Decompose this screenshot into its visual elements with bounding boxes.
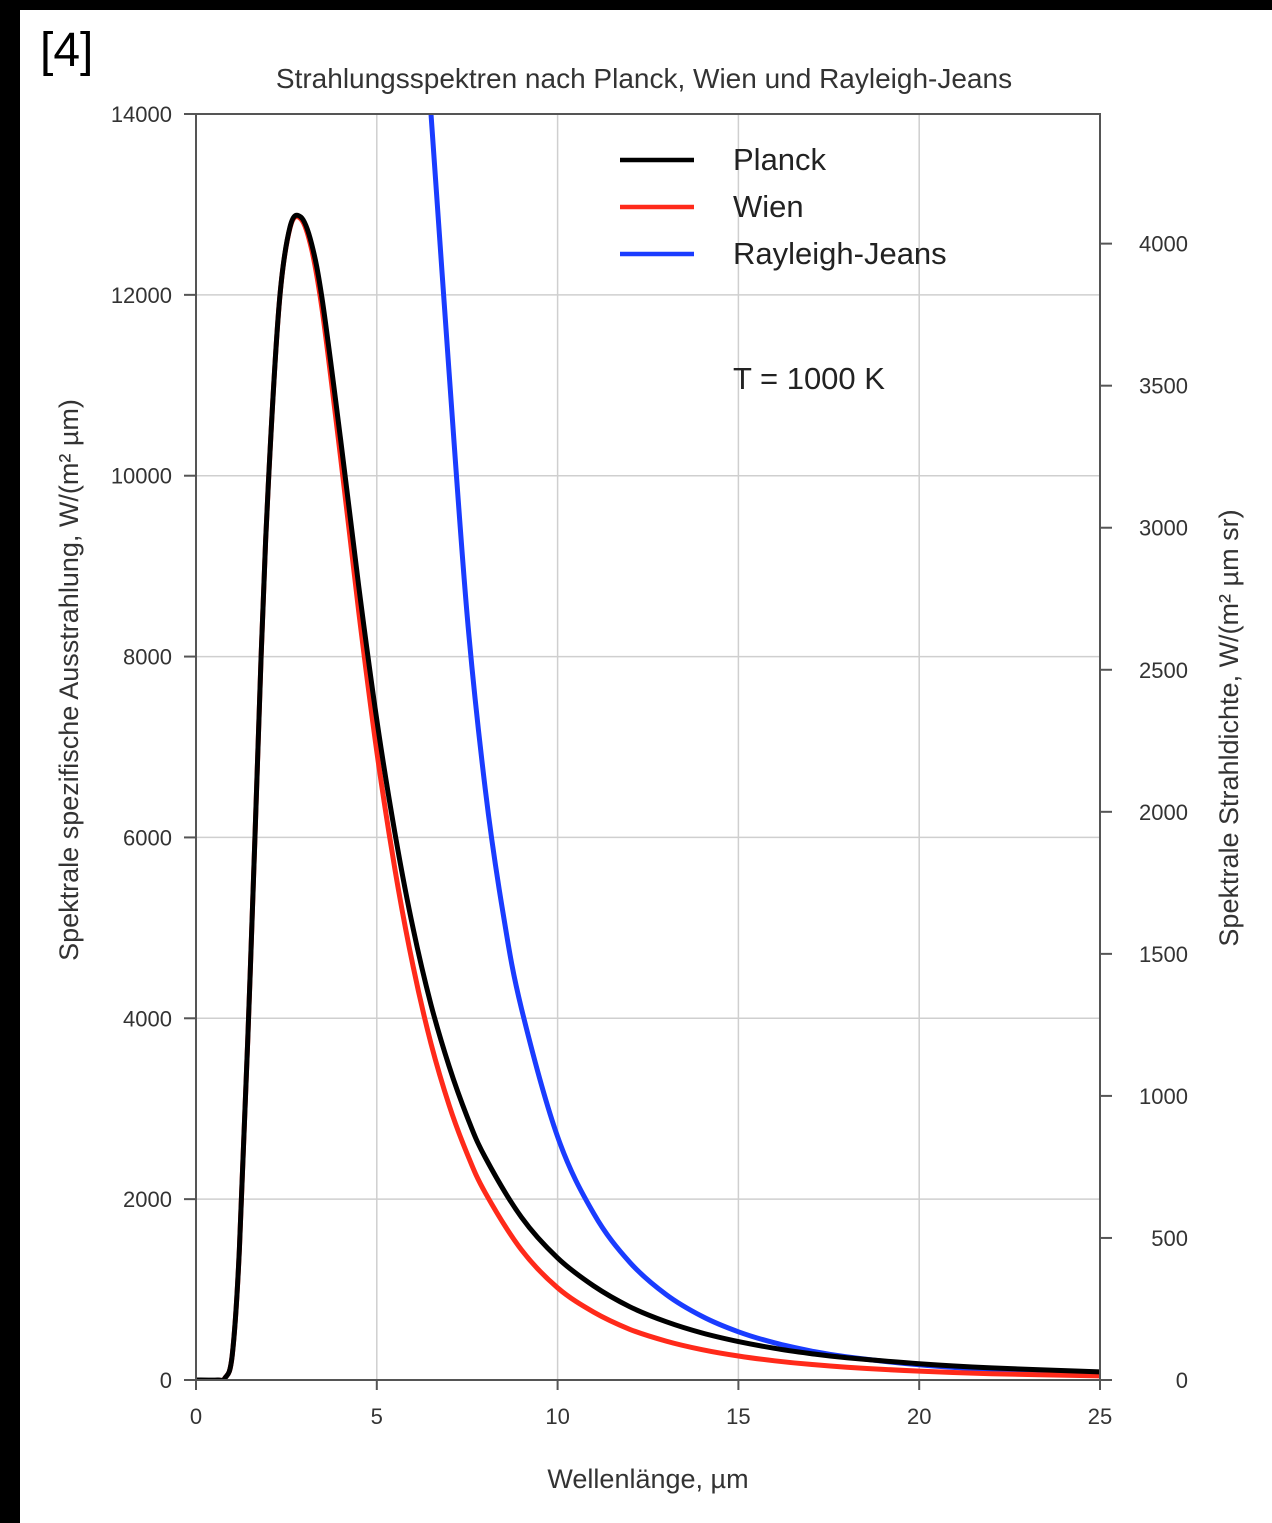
y-axis-right-label: Spektrale Strahldichte, W/(m² µm sr) — [1214, 509, 1244, 946]
series-line-rayleigh-jeans — [428, 114, 1100, 1377]
ticks: 0 5 10 15 20 25020004000600080001000012000140… — [111, 102, 1188, 1429]
x-tick-label: 15 — [726, 1404, 750, 1429]
x-tick-label: 25 — [1088, 1404, 1112, 1429]
y-tick-label: 10000 — [111, 464, 172, 489]
series-line-wien — [215, 214, 1100, 1380]
y-right-tick-label: 1500 — [1139, 942, 1188, 967]
figure-reference: [4] — [40, 24, 94, 77]
data-series — [196, 114, 1100, 1380]
x-axis-label: Wellenlänge, µm — [547, 1464, 748, 1494]
series-line-planck — [196, 212, 1100, 1380]
y-right-tick-label: 500 — [1151, 1226, 1188, 1251]
x-tick-label: 0 — [190, 1404, 202, 1429]
y-right-tick-label: 4000 — [1139, 232, 1188, 257]
x-tick-label: 5 — [371, 1404, 383, 1429]
y-right-tick-label: 0 — [1176, 1368, 1188, 1393]
grid — [196, 114, 1100, 1380]
y-right-tick-label: 2000 — [1139, 800, 1188, 825]
legend-label: Wien — [733, 189, 804, 224]
y-tick-label: 12000 — [111, 283, 172, 308]
y-tick-label: 14000 — [111, 102, 172, 127]
chart-title: Strahlungsspektren nach Planck, Wien und… — [276, 63, 1012, 94]
x-tick-label: 20 — [907, 1404, 931, 1429]
y-right-tick-label: 1000 — [1139, 1084, 1188, 1109]
legend-label: Planck — [733, 142, 827, 177]
y-right-tick-label: 2500 — [1139, 658, 1188, 683]
y-tick-label: 0 — [160, 1368, 172, 1393]
y-axis-label: Spektrale spezifische Ausstrahlung, W/(m… — [54, 399, 84, 961]
y-tick-label: 2000 — [123, 1187, 172, 1212]
y-tick-label: 6000 — [123, 825, 172, 850]
plot-frame — [195, 113, 1101, 1381]
y-right-tick-label: 3000 — [1139, 516, 1188, 541]
y-tick-label: 4000 — [123, 1006, 172, 1031]
temperature-annotation: T = 1000 K — [733, 361, 885, 396]
legend: Planck Wien Rayleigh-Jeans — [620, 142, 947, 271]
y-tick-label: 8000 — [123, 645, 172, 670]
legend-label: Rayleigh-Jeans — [733, 236, 947, 271]
y-right-tick-label: 3500 — [1139, 374, 1188, 399]
x-tick-label: 10 — [545, 1404, 569, 1429]
figure-panel — [20, 10, 1272, 1523]
